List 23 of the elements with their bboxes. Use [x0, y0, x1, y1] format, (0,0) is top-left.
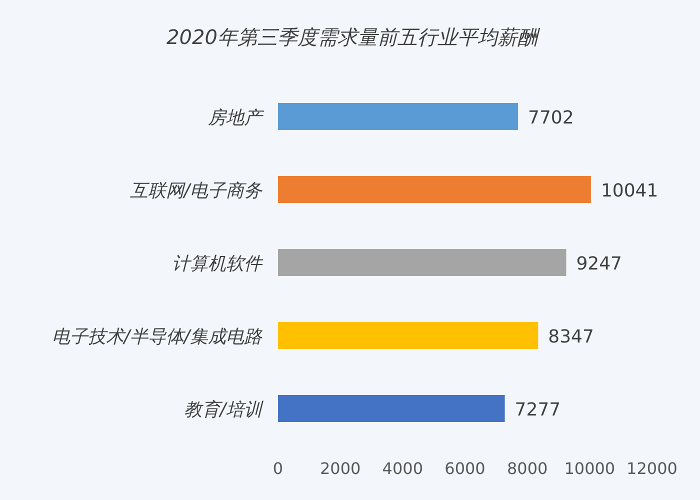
- x-tick-label: 0: [272, 459, 284, 478]
- data-label: 7702: [528, 108, 574, 128]
- x-tick-label: 10000: [564, 459, 616, 478]
- y-tick-label: 电子技术/半导体/集成电路: [52, 326, 263, 348]
- bar: [278, 322, 538, 349]
- data-label: 9247: [576, 254, 622, 274]
- chart-title: 2020年第三季度需求量前五行业平均薪酬: [166, 25, 540, 49]
- y-tick-label: 计算机软件: [172, 254, 264, 274]
- bar: [278, 249, 566, 276]
- data-label: 10041: [600, 180, 658, 202]
- x-tick-label: 8000: [506, 459, 548, 478]
- x-tick-label: 12000: [626, 459, 678, 478]
- y-tick-label: 教育/培训: [184, 400, 264, 420]
- bar: [278, 176, 591, 203]
- y-tick-label: 房地产: [208, 108, 265, 128]
- bar: [278, 395, 505, 422]
- x-tick-label: 4000: [382, 459, 424, 478]
- x-tick-label: 2000: [320, 459, 361, 478]
- y-tick-label: 互联网/电子商务: [130, 180, 263, 202]
- data-label: 8347: [548, 326, 594, 348]
- data-label: 7277: [514, 400, 561, 420]
- x-tick-label: 6000: [444, 459, 486, 478]
- bar: [278, 103, 518, 130]
